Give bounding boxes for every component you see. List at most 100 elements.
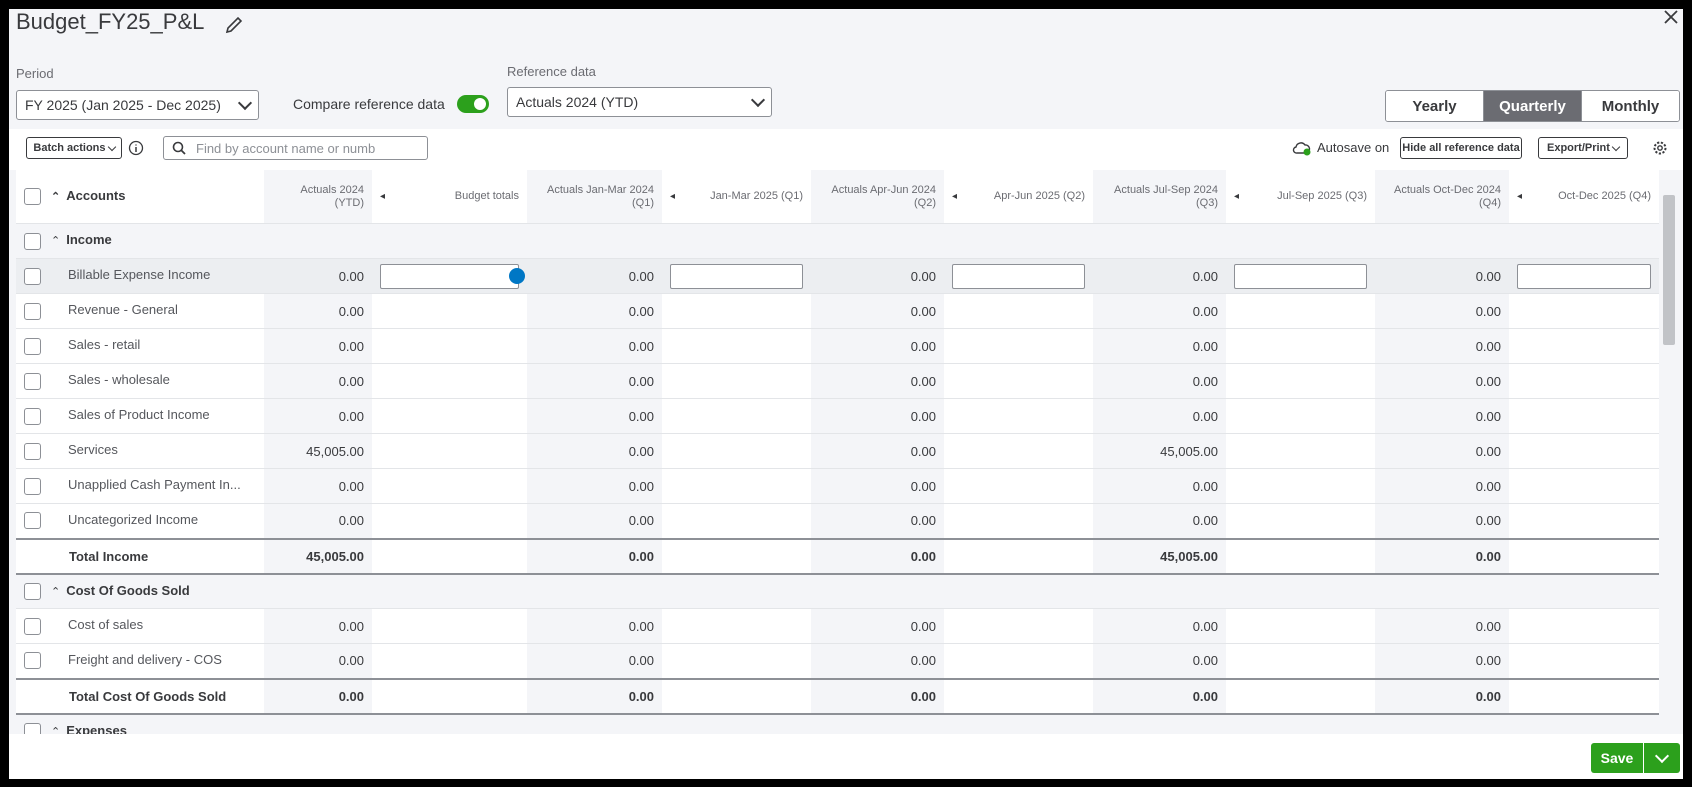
checkbox[interactable] (24, 337, 41, 355)
value-cell (662, 468, 811, 504)
collapse-arrow[interactable]: ◂ (1234, 191, 1240, 202)
value-cell (1509, 293, 1659, 329)
search-box[interactable]: Find by account name or numb (163, 136, 428, 160)
checkbox[interactable] (24, 652, 41, 670)
budget-input[interactable] (1234, 263, 1367, 289)
checkbox[interactable] (24, 407, 41, 425)
value-cell (372, 537, 527, 575)
budget-input[interactable] (380, 263, 519, 289)
checkbox[interactable] (24, 582, 41, 600)
value-cell: 0.00 (527, 537, 662, 575)
export-button[interactable]: Export/Print (1538, 137, 1628, 159)
settings-icon[interactable] (1652, 140, 1668, 156)
collapse-arrow[interactable]: ◂ (952, 191, 958, 202)
scroll-thumb[interactable] (1663, 195, 1675, 345)
hide-reference-button[interactable]: Hide all reference data (1400, 137, 1522, 159)
cell-value: 0.00 (338, 688, 364, 704)
cell-value: 0.00 (338, 373, 364, 389)
value-cell: 0.00 (811, 293, 944, 329)
value-cell (1226, 258, 1375, 294)
budget-input[interactable] (1517, 263, 1651, 289)
cell-value: 0.00 (628, 338, 654, 354)
value-cell (944, 677, 1093, 715)
account-cell: Billable Expense Income (16, 258, 264, 294)
collapse-icon: ⌃ (51, 585, 61, 598)
value-cell (372, 468, 527, 504)
close-button[interactable] (1663, 9, 1679, 25)
checkbox[interactable] (24, 188, 41, 205)
cell-value: 0.00 (338, 618, 364, 634)
budget-input[interactable] (670, 263, 803, 289)
section-label: Cost Of Goods Sold (66, 582, 190, 598)
reference-label: Reference data (507, 64, 596, 79)
value-cell: 0.00 (1093, 503, 1226, 539)
value-cell: 0.00 (264, 293, 372, 329)
value-cell (1509, 328, 1659, 364)
checkbox[interactable] (24, 512, 41, 530)
header-cell: ◂ Apr-Jun 2025 (Q2) (944, 170, 1093, 224)
collapse-arrow[interactable]: ◂ (670, 191, 676, 202)
value-cell (372, 573, 527, 609)
period-dropdown[interactable]: FY 2025 (Jan 2025 - Dec 2025) (16, 90, 259, 120)
compare-toggle[interactable] (457, 95, 489, 113)
checkbox[interactable] (24, 617, 41, 635)
value-cell (662, 293, 811, 329)
value-cell (1226, 608, 1375, 644)
header-cell: ◂ Oct-Dec 2025 (Q4) (1509, 170, 1659, 224)
value-cell: 0.00 (1375, 468, 1509, 504)
checkbox[interactable] (24, 442, 41, 460)
save-button[interactable]: Save (1591, 743, 1680, 773)
header-row: ⌃ Accounts Actuals 2024 (YTD) ◂ Budget total… (16, 170, 1659, 224)
budget-input[interactable] (952, 263, 1085, 289)
cell-value: 0.00 (338, 338, 364, 354)
cell-value: 0.00 (1475, 513, 1501, 529)
header-cell: ◂ Budget totals (372, 170, 527, 224)
account-cell: Freight and delivery - COS (16, 643, 264, 679)
section-label: Income (66, 232, 112, 248)
distribute-icon[interactable] (509, 268, 525, 284)
header-cell: Actuals Jul-Sep 2024 (Q3) (1093, 170, 1226, 224)
checkbox[interactable] (24, 232, 41, 250)
account-row: Sales of Product Income 0.00 0.00 0.00 0.00 0… (16, 398, 1659, 434)
value-cell: 45,005.00 (1093, 537, 1226, 575)
batch-actions-button[interactable]: Batch actions (26, 137, 122, 159)
value-cell: 0.00 (1375, 643, 1509, 679)
view-option[interactable]: Quarterly (1483, 91, 1581, 121)
reference-dropdown[interactable]: Actuals 2024 (YTD) (507, 87, 772, 117)
checkbox[interactable] (24, 477, 41, 495)
account-name: Cost of sales (68, 617, 144, 633)
collapse-arrow[interactable]: ◂ (1517, 191, 1523, 202)
value-cell: 0.00 (811, 608, 944, 644)
checkbox[interactable] (24, 372, 41, 390)
collapse-arrow[interactable]: ◂ (380, 191, 386, 202)
checkbox[interactable] (24, 302, 41, 320)
cell-value: 0.00 (910, 618, 936, 634)
value-cell (944, 468, 1093, 504)
value-cell: 0.00 (264, 258, 372, 294)
account-cell: Sales - wholesale (16, 363, 264, 399)
edit-icon[interactable] (224, 15, 244, 35)
value-cell (1226, 537, 1375, 575)
value-cell (944, 223, 1093, 259)
autosave-status: Autosave on (1317, 140, 1390, 155)
value-cell: 0.00 (1093, 608, 1226, 644)
value-cell (662, 643, 811, 679)
view-option[interactable]: Yearly (1386, 91, 1483, 121)
info-icon[interactable] (128, 140, 144, 156)
header-cell: Actuals Jan-Mar 2024 (Q1) (527, 170, 662, 224)
value-cell: 0.00 (527, 398, 662, 434)
budget-grid: ⌃ Accounts Actuals 2024 (YTD) ◂ Budget total… (16, 170, 1659, 743)
value-cell: 0.00 (811, 643, 944, 679)
checkbox[interactable] (24, 267, 41, 285)
save-menu[interactable] (1643, 743, 1680, 773)
value-cell: 0.00 (1375, 433, 1509, 469)
cell-value: 0.00 (628, 688, 654, 704)
value-cell (944, 258, 1093, 294)
cell-value: 0.00 (1192, 373, 1218, 389)
column-title: Accounts (66, 187, 126, 203)
account-row: Cost of sales 0.00 0.00 0.00 0.00 0.00 (16, 608, 1659, 644)
account-cell: Revenue - General (16, 293, 264, 329)
header-cell: Actuals 2024 (YTD) (264, 170, 372, 224)
period-value: FY 2025 (Jan 2025 - Dec 2025) (25, 97, 221, 113)
view-option[interactable]: Monthly (1581, 91, 1679, 121)
